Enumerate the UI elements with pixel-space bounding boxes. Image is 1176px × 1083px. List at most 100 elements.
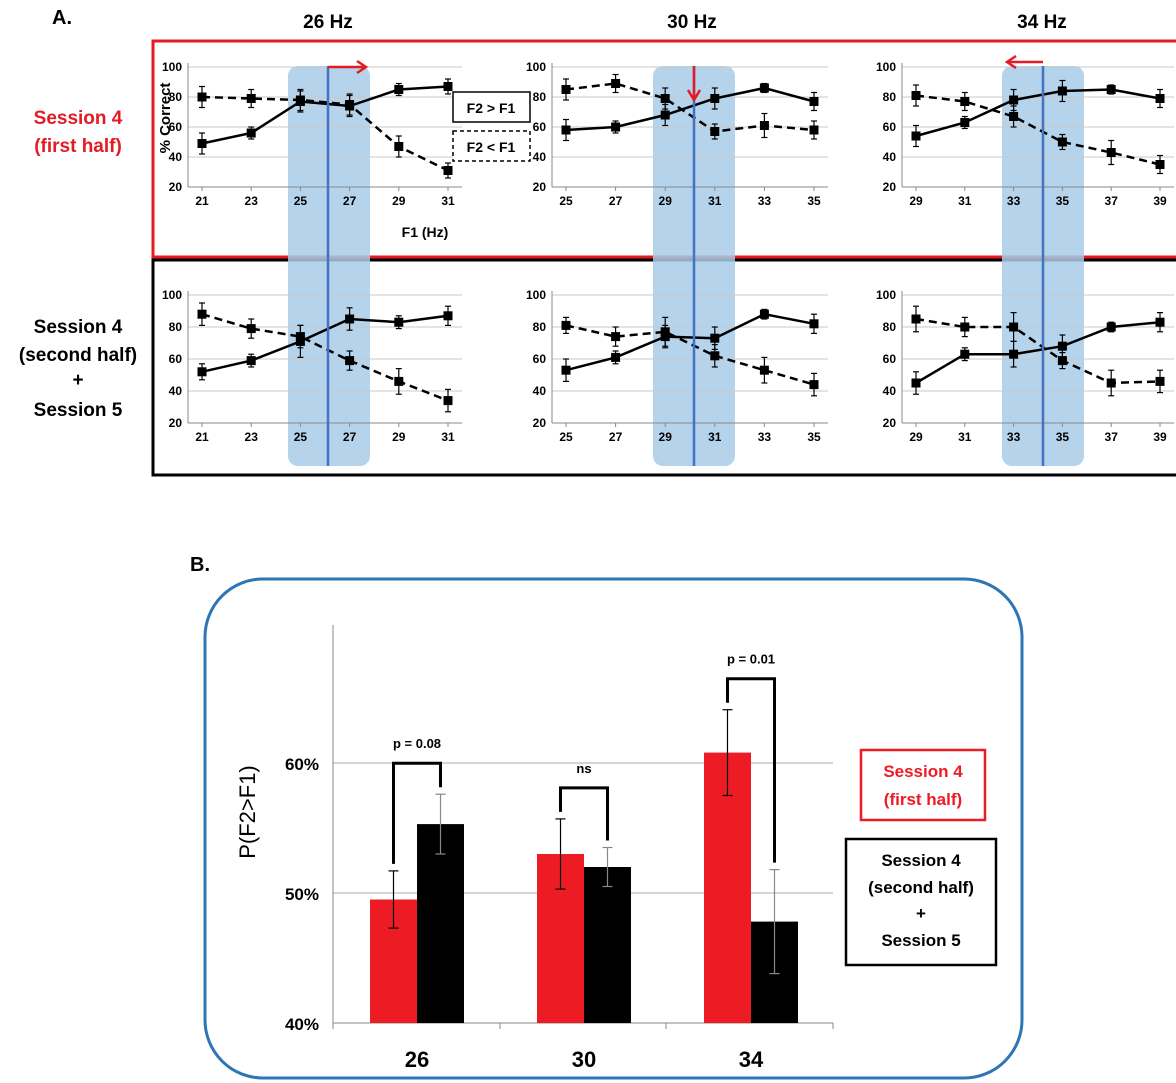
data-point [1057,356,1067,366]
x-tick-label: 27 [343,194,357,208]
data-point [611,79,621,88]
data-point [759,309,769,319]
bar-second-half [584,867,631,1023]
freq-title-34: 34 Hz [1017,12,1067,33]
data-point [911,91,921,100]
x-tick-label: 25 [294,194,308,208]
x-axis-label-f1: F1 (Hz) [402,224,449,240]
svg-text:(second half): (second half) [868,878,974,897]
data-point [1057,341,1067,351]
x-tick-label: 26 [405,1047,429,1072]
x-tick-label: 31 [441,194,455,208]
y-tick-label: 100 [876,288,896,302]
data-point [960,118,970,127]
significance-bracket [392,761,442,864]
x-tick-label: 33 [758,430,772,444]
data-point [1155,376,1165,386]
x-tick-label: 33 [758,194,772,208]
series-line-f2-greater-f1 [201,314,449,374]
x-tick-label: 29 [659,194,673,208]
data-point [1009,349,1019,359]
data-point [345,100,355,109]
y-tick-label: 20 [533,416,547,430]
svg-text:F2 > F1: F2 > F1 [467,100,516,116]
data-point [561,125,571,135]
data-point [246,356,256,366]
freq-title-30: 30 Hz [667,12,717,33]
y-tick-label: 60 [169,352,183,366]
legend-second-half: Session 4 (second half) + Session 5 [844,837,998,967]
x-tick-label: 30 [572,1047,596,1072]
data-point [246,94,256,103]
data-point [197,367,207,377]
y-tick-label: 60 [533,120,547,134]
data-point [1106,85,1116,94]
x-tick-label: 39 [1153,430,1167,444]
bar-second-half [417,824,464,1023]
y-tick-label: 20 [883,416,897,430]
data-point [345,356,355,366]
series-line-f2-greater-f1 [201,85,449,145]
row-label-second-line1: Session 4 [34,317,123,338]
x-tick-label: 29 [659,430,673,444]
significance-label: ns [576,761,591,776]
data-point [911,131,921,141]
data-point [759,83,769,93]
panel-a-label: A. [52,7,72,29]
data-point [295,332,305,342]
data-point [759,365,769,375]
data-point [911,314,921,324]
data-point [660,94,670,103]
data-point [911,378,921,388]
data-point [394,85,404,94]
data-point [710,94,720,103]
data-point [960,349,970,359]
data-point [1155,317,1165,327]
data-point [960,97,970,106]
x-tick-label: 35 [807,430,821,444]
significance-label: p = 0.08 [393,736,441,751]
y-tick-label: 40 [169,384,183,398]
y-tick-label: 100 [526,60,546,74]
x-tick-label: 25 [294,430,308,444]
row-label-second-line4: Session 5 [34,400,123,421]
data-point [1057,86,1067,96]
data-point [960,322,970,332]
data-point [443,311,453,321]
y-tick-label: 100 [876,60,896,74]
data-point [345,314,355,324]
svg-text:(first half): (first half) [884,790,962,809]
x-tick-label: 23 [245,194,259,208]
data-point [1155,160,1165,169]
data-point [1009,95,1019,105]
freq-title-26: 26 Hz [303,12,353,33]
y-tick-label: 80 [533,90,547,104]
y-tick-label: 80 [169,320,183,334]
y-tick-label: 100 [526,288,546,302]
line-chart-2-3: 20 40 60 80 100 29 31 33 35 37 39 [876,288,1174,444]
y-tick-label: 80 [533,320,547,334]
series-line-f2-less-f1 [565,324,815,386]
x-tick-label: 37 [1105,194,1119,208]
svg-text:Session 5: Session 5 [881,931,960,950]
x-tick-label: 31 [958,194,972,208]
y-tick-label: 20 [169,180,183,194]
data-point [1106,378,1116,388]
data-point [246,128,256,138]
data-point [611,332,621,342]
data-point [561,320,571,330]
series-line-f2-greater-f1 [915,88,1161,138]
x-tick-label: 35 [1056,430,1070,444]
y-tick-label: 40 [169,150,183,164]
series-line-f2-greater-f1 [565,86,815,132]
series-line-f2-less-f1 [915,94,1161,166]
legend-dashed: F2 < F1 [452,130,531,162]
x-tick-label: 34 [739,1047,764,1072]
y-tick-label: 40 [883,384,897,398]
y-tick-label: 40% [285,1015,319,1034]
data-point [1106,148,1116,157]
data-point [561,85,571,94]
x-tick-label: 25 [559,194,573,208]
data-point [443,396,453,406]
